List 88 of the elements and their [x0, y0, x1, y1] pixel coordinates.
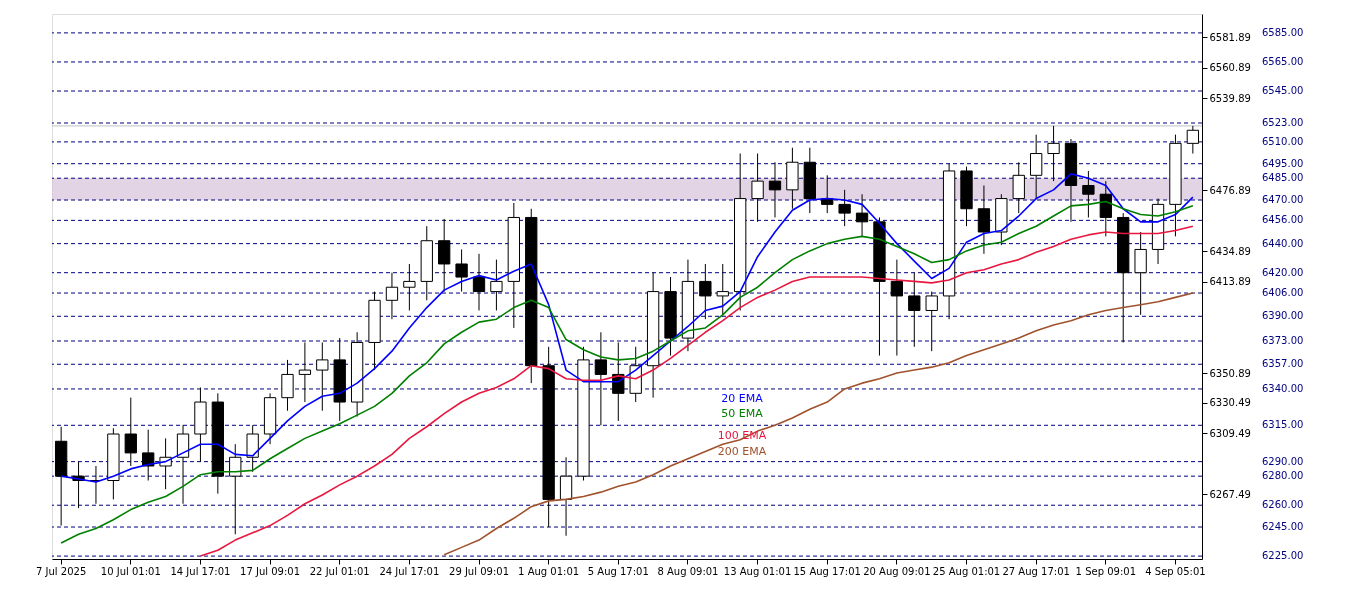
candlestick — [1047, 125, 1060, 182]
y-tick-label: 6476.89 — [1209, 184, 1251, 196]
y-tick-label: 6330.49 — [1209, 397, 1251, 409]
candlestick — [716, 263, 729, 316]
candlestick — [751, 153, 764, 223]
candlestick — [1186, 125, 1200, 155]
text: 50 EMA — [721, 406, 764, 420]
candlestick — [890, 259, 904, 357]
ref-line-label: 6290.00 — [1262, 455, 1304, 467]
x-tick-label: 8 Aug 09:01 — [657, 565, 719, 577]
x-tick-label: 5 Aug 17:01 — [587, 565, 649, 577]
ref-line-label: 6245.00 — [1262, 521, 1304, 533]
candlestick — [768, 161, 782, 218]
candlestick — [977, 184, 991, 255]
candlestick — [142, 429, 155, 482]
candlestick — [1134, 231, 1147, 316]
y-tick-label: 6560.89 — [1209, 62, 1251, 74]
candlestick — [385, 272, 399, 320]
y-tick-label: 6434.89 — [1209, 245, 1251, 257]
ref-line-label: 6357.00 — [1262, 358, 1304, 370]
x-tick-label: 27 Aug 17:01 — [1002, 565, 1070, 577]
line-series — [60, 200, 1194, 544]
y-tick-label: 6539.89 — [1209, 92, 1251, 104]
candlestick — [281, 359, 294, 412]
candlestick — [403, 263, 416, 311]
candlestick — [455, 248, 468, 293]
candlestick — [559, 456, 573, 537]
x-tick-label: 24 Jul 17:01 — [379, 565, 440, 577]
x-tick-label: 29 Jul 09:01 — [449, 565, 509, 577]
candlestick — [1030, 134, 1043, 200]
line-series — [443, 292, 1194, 556]
candlestick — [472, 253, 486, 311]
y-tick-label: 6581.89 — [1209, 31, 1251, 43]
y-tick-label: 6309.49 — [1209, 427, 1251, 439]
x-tick-label: 1 Aug 01:01 — [518, 565, 580, 577]
candlestick — [246, 424, 259, 473]
candlestick — [124, 397, 137, 467]
candlestick — [438, 218, 451, 293]
ref-line-label: 6340.00 — [1262, 382, 1304, 394]
ref-line-label: 6456.00 — [1262, 214, 1304, 226]
ref-line-label: 6420.00 — [1262, 266, 1304, 278]
y-tick-label: 6267.49 — [1209, 488, 1251, 500]
x-tick-label: 25 Aug 01:01 — [932, 565, 1001, 577]
ref-line-label: 6280.00 — [1262, 470, 1304, 482]
candlestick — [838, 189, 851, 227]
candlestick — [229, 443, 242, 535]
x-tick-label: 4 Sep 05:01 — [1145, 565, 1206, 577]
x-tick-label: 22 Jul 01:01 — [309, 565, 370, 577]
x-tick-label: 20 Aug 09:01 — [863, 565, 931, 577]
candlestick — [1012, 161, 1025, 214]
x-tick-label: 1 Sep 09:01 — [1075, 565, 1136, 577]
y-tick-label: 6413.89 — [1209, 276, 1251, 288]
candlestick — [594, 331, 608, 426]
candlestick — [855, 193, 869, 237]
candlestick — [925, 291, 938, 352]
ref-line-label: 6510.00 — [1262, 135, 1304, 147]
x-tick-label: 14 Jul 17:01 — [170, 565, 231, 577]
candlestick — [316, 341, 329, 412]
series-label: 200 EMA — [717, 444, 767, 458]
ref-line-label: 6225.00 — [1262, 550, 1304, 562]
x-tick-label: 17 Jul 09:01 — [240, 565, 301, 577]
ref-line-label: 6565.00 — [1262, 55, 1304, 67]
ref-line-label: 6373.00 — [1262, 335, 1304, 346]
ref-line-label: 6260.00 — [1262, 499, 1304, 511]
ref-line-label: 6485.00 — [1262, 172, 1304, 184]
ref-line-label: 6406.00 — [1262, 287, 1304, 299]
ref-line-label: 6440.00 — [1262, 237, 1304, 249]
candlestick — [490, 259, 503, 311]
x-tick-label: 10 Jul 01:01 — [100, 565, 161, 577]
candlestick — [699, 263, 712, 320]
ref-line-label: 6315.00 — [1262, 419, 1304, 431]
x-tick-label: 15 Aug 17:01 — [793, 565, 861, 577]
x-tick-label: 7 Jul 2025 — [36, 565, 87, 577]
ref-line-label: 6545.00 — [1262, 85, 1304, 97]
candlestick — [298, 341, 312, 403]
candlestick — [176, 424, 190, 505]
x-tick-label: 13 Aug 01:01 — [723, 565, 792, 577]
ref-line-label: 6495.00 — [1262, 157, 1304, 169]
text: 20 EMA — [721, 391, 764, 405]
line-series — [199, 225, 1194, 557]
candlestick — [1082, 170, 1095, 218]
ref-line-label: 6523.00 — [1262, 117, 1304, 128]
candlestick — [908, 272, 921, 348]
y-tick-label: 6350.89 — [1209, 367, 1251, 379]
ref-line-label: 6585.00 — [1262, 26, 1304, 38]
ref-line-label: 6470.00 — [1262, 194, 1304, 206]
ref-line-label: 6390.00 — [1262, 310, 1304, 322]
candlestick — [1099, 180, 1112, 237]
